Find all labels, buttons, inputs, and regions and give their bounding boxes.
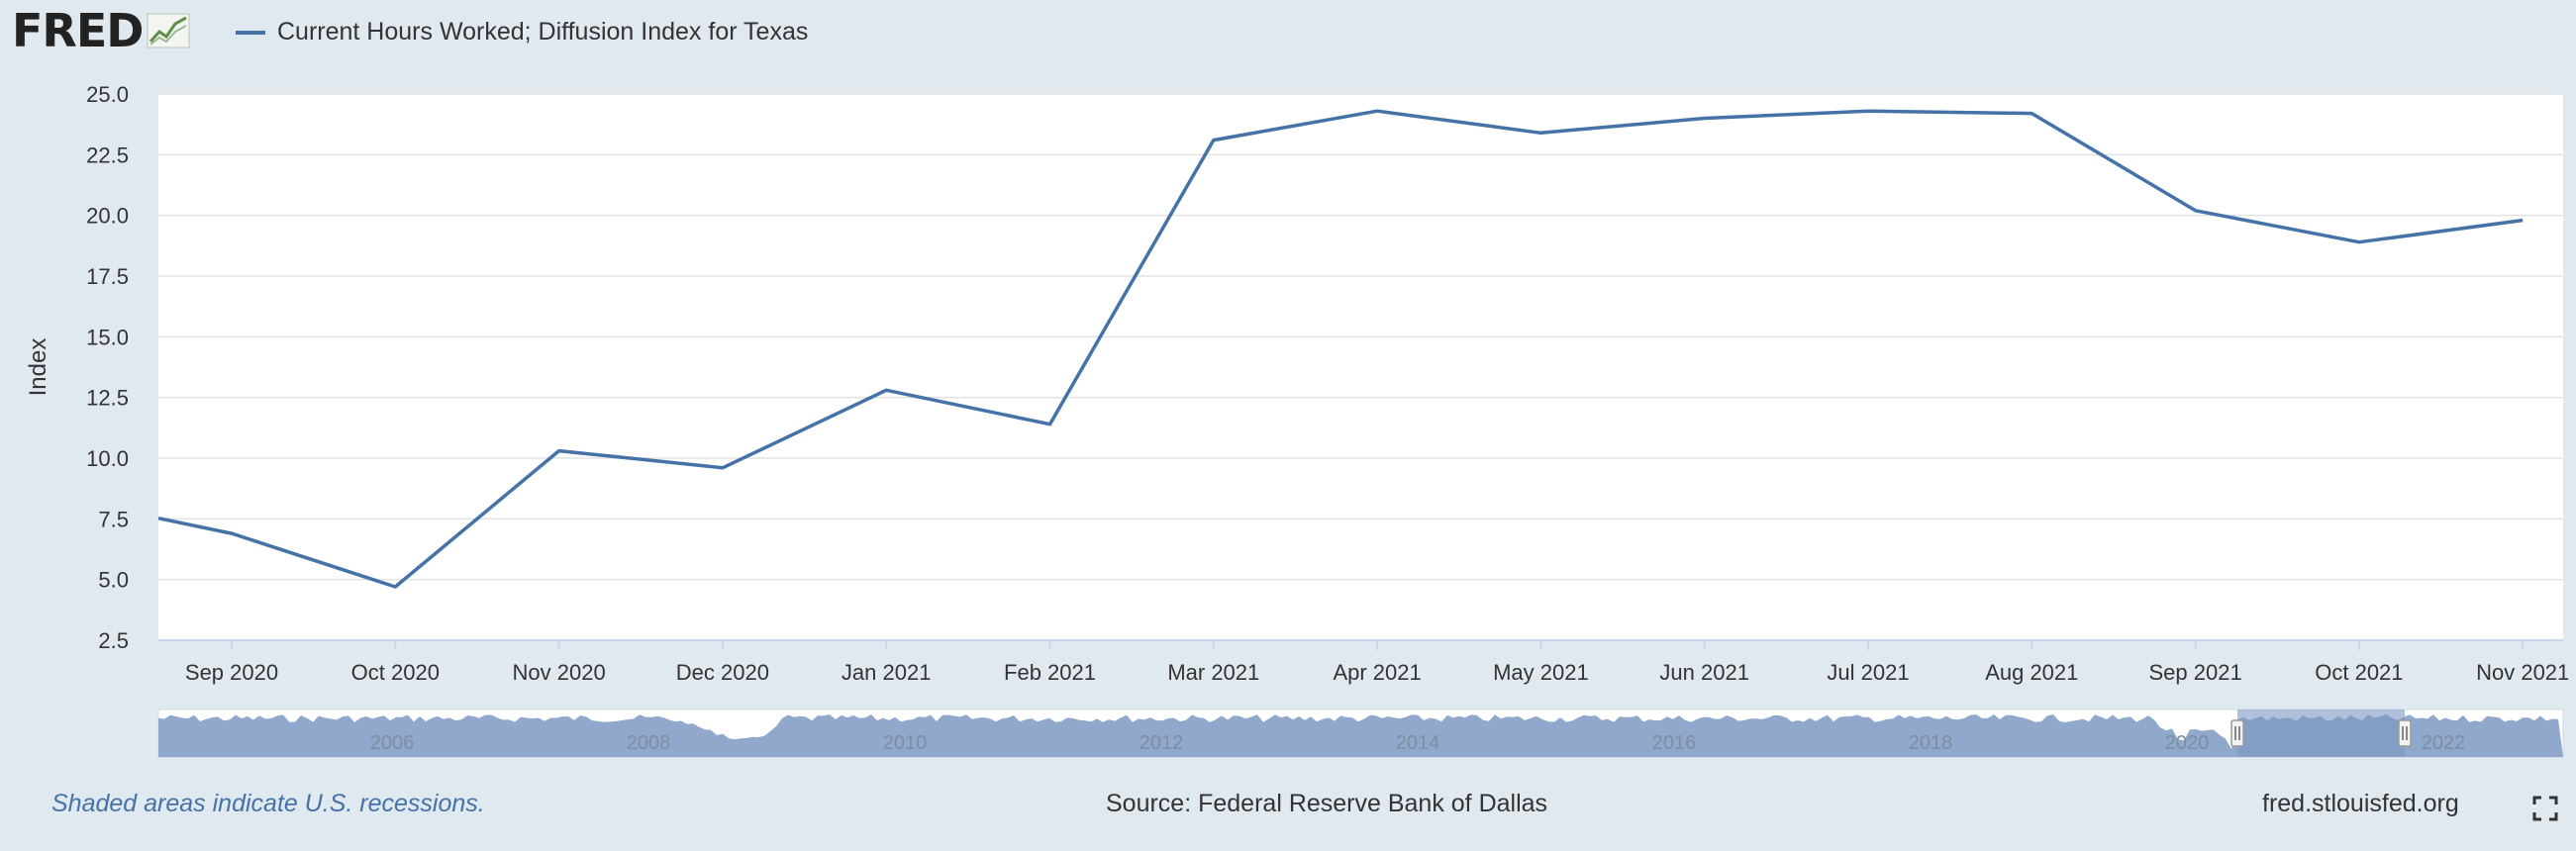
navigator-year-label: 2012 (1139, 732, 1184, 754)
x-tick-label: Jan 2021 (842, 660, 932, 685)
fred-logo-text: FRED (12, 4, 144, 57)
legend-series-swatch (236, 30, 265, 35)
x-tick-label: Apr 2021 (1333, 660, 1421, 685)
x-tick-label: Feb 2021 (1004, 660, 1096, 685)
navigator-year-label: 2018 (1909, 732, 1953, 754)
series-line[interactable] (157, 109, 2524, 589)
x-tick-label: Oct 2020 (351, 660, 440, 685)
y-tick-label: 22.5 (86, 142, 129, 167)
fullscreen-icon[interactable] (2532, 796, 2558, 821)
range-navigator[interactable]: 2006 2008 2010 2012 2014 2016 2018 2020 2022 (157, 709, 2564, 758)
x-tick-label: Aug 2021 (1985, 660, 2078, 685)
y-tick-label: 15.0 (86, 325, 129, 349)
plot-area (158, 94, 2563, 640)
chart-graph-icon (147, 13, 190, 48)
recession-note: Shaded areas indicate U.S. recessions. (51, 790, 485, 817)
x-tick-label: Sep 2020 (185, 660, 278, 685)
data-point[interactable] (1046, 421, 1054, 428)
y-tick-label: 2.5 (98, 628, 129, 653)
fred-logo[interactable]: FRED (12, 8, 190, 53)
data-point[interactable] (391, 583, 399, 591)
x-axis-ticks: Sep 2020 Oct 2020 Nov 2020 Dec 2020 Jan 2021… (185, 640, 2569, 685)
navigator-year-label: 2006 (370, 732, 415, 754)
x-tick-label: Mar 2021 (1167, 660, 1259, 685)
navigator-year-label: 2016 (1652, 732, 1697, 754)
navigator-year-label: 2014 (1396, 732, 1440, 754)
data-point[interactable] (2192, 207, 2200, 215)
y-axis-ticks: 25.0 22.5 20.0 17.5 15.0 12.5 10.0 7.5 5.0 2.5 (86, 82, 129, 653)
chart-legend[interactable]: Current Hours Worked; Diffusion Index fo… (236, 18, 808, 47)
navigator-year-label: 2022 (2422, 732, 2466, 754)
navigator-year-label: 2020 (2165, 732, 2210, 754)
x-tick-label: Jun 2021 (1659, 660, 1749, 685)
navigator-year-label: 2008 (627, 732, 671, 754)
y-tick-label: 5.0 (98, 568, 129, 593)
data-point[interactable] (1864, 107, 1872, 115)
y-tick-label: 10.0 (86, 446, 129, 471)
data-point[interactable] (154, 515, 162, 522)
navigator-selected-range[interactable] (2237, 709, 2405, 757)
navigator-right-handle[interactable] (2398, 719, 2412, 747)
data-point[interactable] (228, 529, 236, 537)
y-tick-label: 25.0 (86, 82, 129, 107)
data-point[interactable] (2355, 238, 2363, 246)
navigator-left-handle[interactable] (2230, 719, 2244, 747)
y-tick-label: 7.5 (98, 507, 129, 531)
x-tick-label: Nov 2020 (513, 660, 606, 685)
x-tick-label: Oct 2021 (2315, 660, 2403, 685)
data-point[interactable] (2028, 110, 2035, 118)
data-point[interactable] (1373, 107, 1381, 115)
x-tick-label: Sep 2021 (2148, 660, 2241, 685)
data-point[interactable] (1701, 115, 1709, 123)
y-tick-label: 17.5 (86, 264, 129, 289)
x-tick-label: Dec 2020 (676, 660, 769, 685)
y-axis-label: Index (25, 338, 51, 397)
data-point[interactable] (882, 386, 890, 394)
site-link[interactable]: fred.stlouisfed.org (2262, 790, 2459, 817)
navigator-series-area (158, 714, 2563, 757)
y-tick-label: 12.5 (86, 386, 129, 411)
data-point[interactable] (555, 447, 563, 455)
data-point[interactable] (2519, 217, 2526, 225)
y-tick-label: 20.0 (86, 204, 129, 229)
source-text: Source: Federal Reserve Bank of Dallas (1106, 790, 1548, 817)
navigator-year-label: 2010 (883, 732, 928, 754)
data-point[interactable] (1210, 137, 1218, 144)
data-point[interactable] (1536, 129, 1544, 137)
x-tick-label: May 2021 (1493, 660, 1589, 685)
data-point[interactable] (719, 464, 727, 472)
x-tick-label: Nov 2021 (2476, 660, 2569, 685)
x-tick-label: Jul 2021 (1827, 660, 1909, 685)
legend-series-label: Current Hours Worked; Diffusion Index fo… (277, 18, 809, 46)
